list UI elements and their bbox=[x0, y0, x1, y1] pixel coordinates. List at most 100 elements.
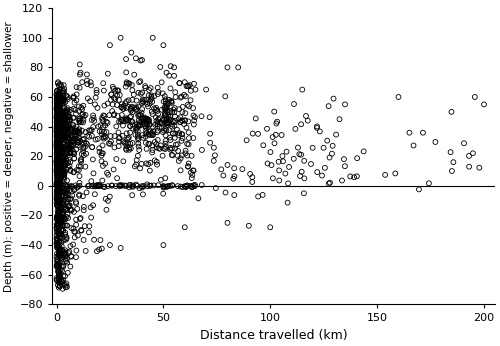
Point bbox=[202, 87, 210, 92]
Point bbox=[171, 105, 179, 111]
Point bbox=[64, 147, 72, 152]
Point bbox=[60, 216, 68, 222]
Point bbox=[57, 215, 65, 220]
Point bbox=[59, 171, 67, 176]
Point bbox=[54, 158, 62, 164]
Point bbox=[54, 175, 62, 180]
Point bbox=[172, 131, 179, 136]
Point bbox=[222, 190, 230, 195]
Point bbox=[56, 184, 64, 190]
Point bbox=[60, 163, 68, 168]
Point bbox=[54, 262, 62, 267]
Point bbox=[57, 145, 65, 151]
Point bbox=[72, 217, 80, 222]
Point bbox=[144, 162, 152, 167]
Point bbox=[146, 183, 154, 189]
Point bbox=[54, 167, 62, 172]
Point bbox=[53, 110, 61, 115]
Point bbox=[54, 172, 62, 178]
Point bbox=[55, 110, 63, 116]
Point bbox=[181, 118, 189, 124]
Point bbox=[53, 88, 61, 94]
Point bbox=[128, 122, 136, 127]
Point bbox=[432, 139, 440, 145]
Point bbox=[54, 216, 62, 222]
Point bbox=[161, 93, 169, 99]
Point bbox=[169, 118, 177, 124]
Point bbox=[76, 130, 84, 136]
Point bbox=[52, 162, 60, 168]
Point bbox=[55, 270, 63, 276]
Point bbox=[53, 106, 61, 111]
Point bbox=[57, 115, 65, 120]
Point bbox=[58, 249, 66, 255]
Point bbox=[52, 194, 60, 200]
Point bbox=[124, 118, 132, 123]
Point bbox=[54, 180, 62, 185]
Point bbox=[54, 113, 62, 118]
Point bbox=[98, 153, 106, 158]
Point bbox=[162, 112, 170, 118]
Point bbox=[58, 157, 66, 163]
Point bbox=[110, 167, 118, 172]
Point bbox=[154, 121, 162, 127]
Point bbox=[56, 273, 64, 279]
Point bbox=[52, 196, 60, 202]
Point bbox=[298, 87, 306, 92]
Point bbox=[350, 174, 358, 180]
Point bbox=[54, 163, 62, 169]
Point bbox=[79, 120, 87, 125]
Point bbox=[59, 146, 67, 152]
Point bbox=[76, 119, 84, 125]
Point bbox=[246, 171, 254, 177]
Point bbox=[145, 93, 153, 98]
Point bbox=[55, 112, 63, 118]
Point bbox=[100, 134, 108, 140]
Point bbox=[54, 111, 62, 116]
Point bbox=[56, 93, 64, 98]
Point bbox=[166, 183, 174, 189]
Point bbox=[122, 116, 130, 122]
Point bbox=[120, 106, 128, 111]
Point bbox=[53, 97, 61, 103]
Point bbox=[52, 240, 60, 246]
Point bbox=[56, 283, 64, 289]
Point bbox=[166, 63, 174, 69]
Point bbox=[58, 152, 66, 157]
Point bbox=[85, 128, 93, 133]
Point bbox=[164, 183, 172, 189]
Point bbox=[64, 215, 72, 221]
Point bbox=[59, 156, 67, 162]
Point bbox=[64, 112, 72, 118]
Point bbox=[149, 132, 157, 137]
Point bbox=[168, 121, 176, 127]
Point bbox=[54, 166, 62, 172]
Point bbox=[54, 132, 62, 137]
Point bbox=[59, 110, 67, 116]
Point bbox=[54, 128, 62, 133]
Point bbox=[80, 113, 88, 119]
Point bbox=[198, 182, 205, 188]
Point bbox=[141, 83, 149, 89]
Point bbox=[330, 96, 338, 101]
Point bbox=[153, 129, 161, 135]
Point bbox=[53, 103, 61, 108]
Point bbox=[164, 110, 172, 115]
Point bbox=[162, 70, 170, 75]
Point bbox=[68, 126, 76, 132]
Point bbox=[78, 112, 86, 118]
Point bbox=[53, 104, 61, 110]
Point bbox=[112, 156, 120, 162]
Point bbox=[54, 228, 62, 233]
Point bbox=[52, 143, 60, 148]
Point bbox=[56, 100, 64, 105]
Point bbox=[154, 137, 162, 143]
Point bbox=[54, 150, 62, 155]
Point bbox=[56, 106, 64, 111]
Point bbox=[54, 243, 62, 249]
Point bbox=[124, 140, 132, 146]
Point bbox=[62, 123, 70, 128]
Point bbox=[158, 121, 166, 126]
Point bbox=[53, 128, 61, 134]
Point bbox=[89, 113, 97, 118]
